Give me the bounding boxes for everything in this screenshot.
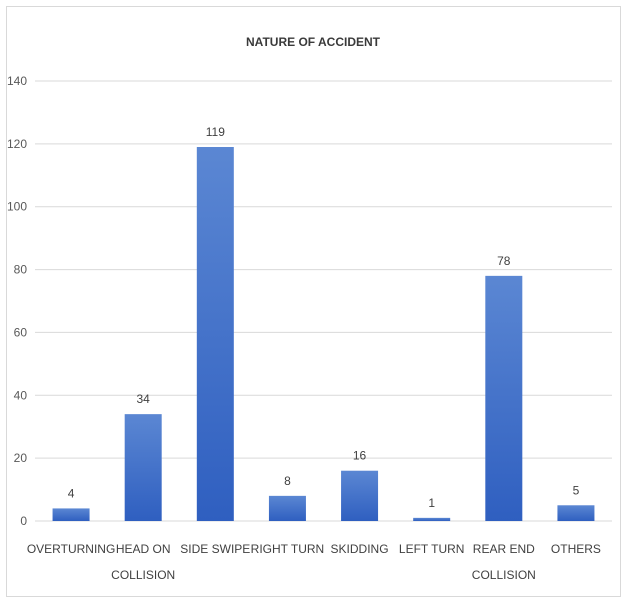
y-tick-label: 40 — [14, 388, 28, 402]
x-category-label: REAR END — [473, 542, 535, 556]
data-label: 4 — [68, 486, 75, 500]
bar-1 — [124, 414, 162, 521]
bar-5 — [413, 517, 451, 521]
y-tick-label: 120 — [7, 137, 27, 151]
y-tick-label: 80 — [14, 263, 28, 277]
data-label: 78 — [497, 254, 511, 268]
data-label: 8 — [284, 474, 291, 488]
bar-4 — [341, 470, 379, 521]
x-category-label: OVERTURNING — [27, 542, 115, 556]
y-tick-label: 60 — [14, 325, 28, 339]
y-tick-label: 100 — [7, 200, 27, 214]
y-tick-label: 140 — [7, 74, 27, 88]
data-label: 34 — [137, 392, 151, 406]
y-tick-label: 0 — [20, 514, 27, 528]
data-label: 119 — [206, 125, 225, 139]
x-category-label: RIGHT TURN — [251, 542, 325, 556]
data-label: 5 — [573, 483, 580, 497]
data-label: 1 — [428, 496, 435, 510]
y-tick-label: 20 — [14, 451, 28, 465]
bar-6 — [485, 275, 523, 521]
x-category-label: LEFT TURN — [399, 542, 465, 556]
chart-title: NATURE OF ACCIDENT — [246, 35, 381, 49]
x-category-label: COLLISION — [111, 568, 175, 582]
bar-2 — [196, 147, 234, 521]
x-category-label: SIDE SWIPE — [180, 542, 250, 556]
x-category-label: HEAD ON — [116, 542, 171, 556]
x-category-label: COLLISION — [472, 568, 536, 582]
data-label: 16 — [353, 449, 367, 463]
bar-7 — [557, 505, 595, 521]
bar-3 — [268, 495, 306, 521]
x-category-label: SKIDDING — [331, 542, 389, 556]
x-category-label: OTHERS — [551, 542, 601, 556]
bar-0 — [52, 508, 90, 521]
